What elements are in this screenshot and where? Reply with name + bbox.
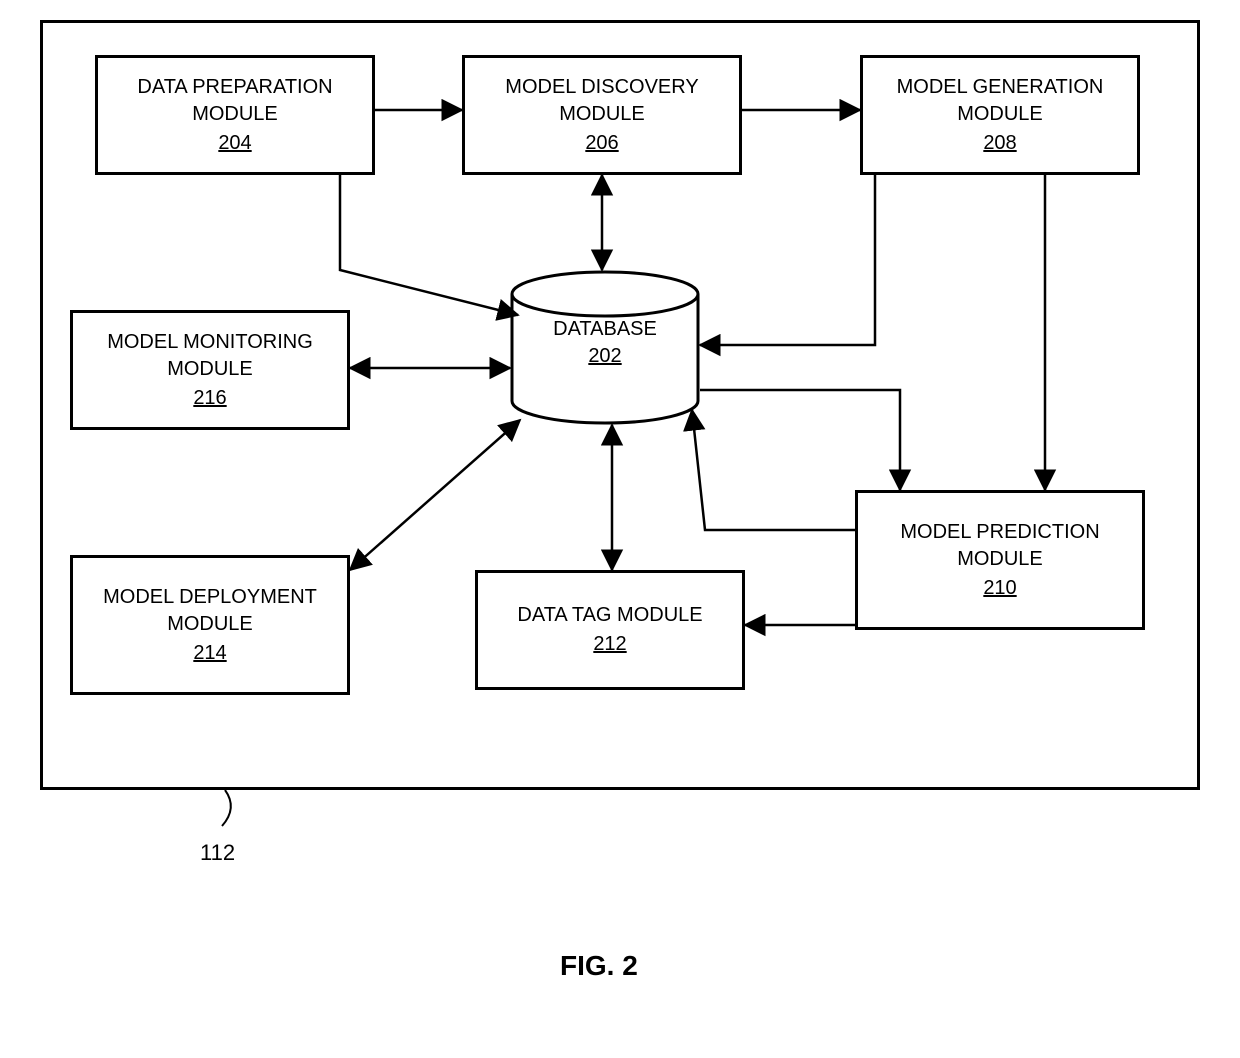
label: MODULE <box>167 611 253 638</box>
label: MODULE <box>957 546 1043 573</box>
box-model-deployment: MODEL DEPLOYMENT MODULE 214 <box>70 555 350 695</box>
database-label-wrap: DATABASE 202 <box>510 316 700 370</box>
figure-caption: FIG. 2 <box>560 950 638 982</box>
box-data-tag: DATA TAG MODULE 212 <box>475 570 745 690</box>
label: MODEL DISCOVERY <box>505 74 698 101</box>
database-cylinder: DATABASE 202 <box>510 270 700 425</box>
diagram-canvas: DATA PREPARATION MODULE 204 MODEL DISCOV… <box>0 0 1240 1058</box>
label: DATABASE <box>553 318 657 340</box>
ref-number: 214 <box>193 640 226 667</box>
outer-ref-number: 112 <box>200 840 235 866</box>
label: DATA TAG MODULE <box>517 602 702 629</box>
label: MODEL GENERATION <box>897 74 1104 101</box>
ref-number: 202 <box>510 343 700 370</box>
label: MODULE <box>192 101 278 128</box>
box-data-preparation: DATA PREPARATION MODULE 204 <box>95 55 375 175</box>
label: MODULE <box>559 101 645 128</box>
label: MODULE <box>957 101 1043 128</box>
box-model-prediction: MODEL PREDICTION MODULE 210 <box>855 490 1145 630</box>
label: MODEL PREDICTION <box>900 519 1099 546</box>
ref-number: 206 <box>585 130 618 157</box>
box-model-monitoring: MODEL MONITORING MODULE 216 <box>70 310 350 430</box>
box-model-discovery: MODEL DISCOVERY MODULE 206 <box>462 55 742 175</box>
box-model-generation: MODEL GENERATION MODULE 208 <box>860 55 1140 175</box>
label: MODEL MONITORING <box>107 329 313 356</box>
ref-number: 204 <box>218 130 251 157</box>
ref-number: 216 <box>193 385 226 412</box>
ref-number: 210 <box>983 575 1016 602</box>
lead-line-112 <box>222 790 231 826</box>
label: MODULE <box>167 356 253 383</box>
ref-number: 212 <box>593 631 626 658</box>
ref-number: 208 <box>983 130 1016 157</box>
label: DATA PREPARATION <box>137 74 332 101</box>
label: MODEL DEPLOYMENT <box>103 584 317 611</box>
